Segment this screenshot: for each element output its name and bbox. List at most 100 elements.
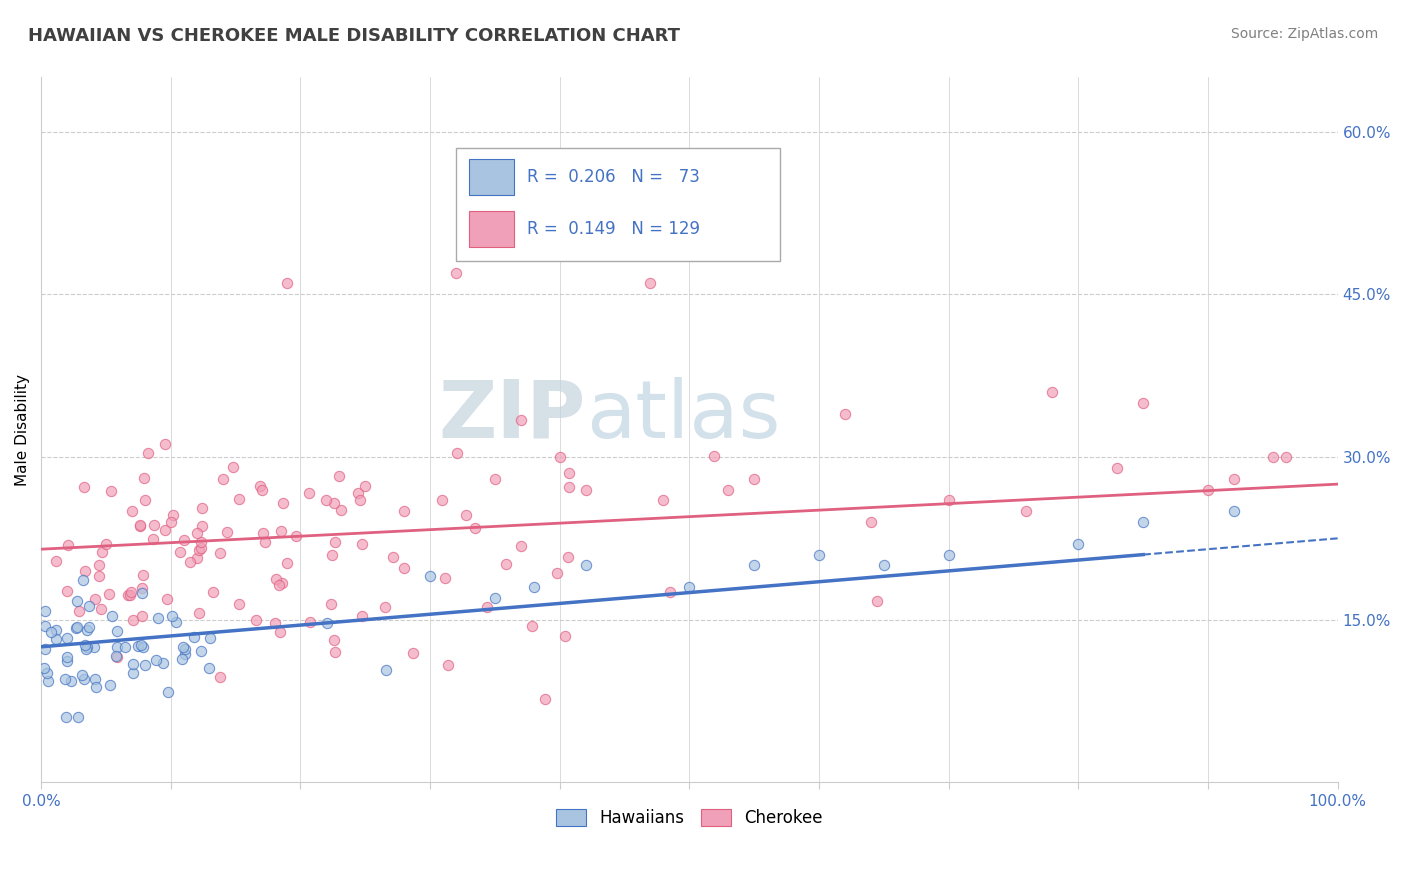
Point <box>402 646 425 660</box>
Point <box>87 558 110 572</box>
Point <box>557 466 579 480</box>
Point <box>1067 537 1090 551</box>
Point <box>159 515 181 529</box>
Point <box>170 652 193 666</box>
Point <box>640 277 662 291</box>
Point <box>114 640 136 654</box>
Point <box>432 493 454 508</box>
Point <box>510 539 533 553</box>
Point <box>76 640 98 655</box>
Point <box>375 663 398 677</box>
Point <box>174 647 197 661</box>
Point <box>190 541 212 555</box>
Point <box>105 649 128 664</box>
Point <box>77 620 100 634</box>
Point <box>72 573 94 587</box>
Point <box>34 642 56 657</box>
Point <box>495 557 517 571</box>
Point <box>146 611 169 625</box>
Point <box>65 621 87 635</box>
Point <box>136 446 159 460</box>
Point <box>742 472 765 486</box>
Point <box>173 642 195 657</box>
Point <box>264 616 287 631</box>
Point <box>347 486 370 500</box>
Point <box>267 578 290 592</box>
Point <box>84 681 107 695</box>
Point <box>446 446 468 460</box>
Point <box>269 625 291 640</box>
Point <box>155 523 177 537</box>
Point <box>270 524 292 538</box>
Point <box>132 640 155 655</box>
Point <box>41 624 63 639</box>
Point <box>703 449 725 463</box>
Point <box>484 472 506 486</box>
Point <box>131 608 153 623</box>
Text: HAWAIIAN VS CHEROKEE MALE DISABILITY CORRELATION CHART: HAWAIIAN VS CHEROKEE MALE DISABILITY COR… <box>28 27 681 45</box>
Point <box>250 483 273 497</box>
Point <box>162 508 184 523</box>
Point <box>285 529 308 543</box>
Point <box>252 526 274 541</box>
Point <box>53 673 76 687</box>
Point <box>323 535 346 549</box>
Point <box>89 569 111 583</box>
Point <box>1107 460 1129 475</box>
Point <box>437 657 460 672</box>
Point <box>198 631 221 645</box>
Legend: Hawaiians, Cherokee: Hawaiians, Cherokee <box>550 803 830 834</box>
Point <box>75 641 97 656</box>
Point <box>120 585 142 599</box>
Point <box>100 483 122 498</box>
Point <box>557 549 579 564</box>
Point <box>131 581 153 595</box>
Point <box>276 277 298 291</box>
Point <box>271 576 294 591</box>
Point <box>392 504 415 518</box>
Point <box>91 544 114 558</box>
Point <box>266 572 288 586</box>
Point <box>121 613 143 627</box>
Point <box>191 500 214 515</box>
Point <box>55 710 77 724</box>
Point <box>419 569 441 583</box>
Point <box>152 656 174 670</box>
Point <box>186 550 208 565</box>
Point <box>374 599 396 614</box>
Point <box>808 548 831 562</box>
Point <box>834 407 856 421</box>
Point <box>1042 384 1064 399</box>
Text: atlas: atlas <box>586 376 780 455</box>
Point <box>132 568 155 582</box>
Point <box>98 587 121 601</box>
Point <box>522 619 544 633</box>
Point <box>678 580 700 594</box>
Point <box>222 459 245 474</box>
Point <box>1223 472 1246 486</box>
Point <box>1132 396 1154 410</box>
Point <box>938 548 960 562</box>
Point <box>938 493 960 508</box>
Point <box>315 493 337 508</box>
Point <box>299 615 322 629</box>
Point <box>548 450 571 464</box>
Point <box>173 533 195 548</box>
Point <box>323 645 346 659</box>
Point <box>464 521 486 535</box>
Point <box>475 599 498 614</box>
Point <box>73 564 96 578</box>
Point <box>73 638 96 652</box>
Point <box>34 619 56 633</box>
Point <box>253 535 276 549</box>
Point <box>1261 450 1284 464</box>
Point <box>554 629 576 643</box>
Point <box>84 592 107 607</box>
Point <box>215 524 238 539</box>
Point <box>98 678 121 692</box>
Point <box>132 471 155 485</box>
Point <box>190 534 212 549</box>
Point <box>211 472 233 486</box>
Point <box>183 630 205 644</box>
Point <box>45 623 67 637</box>
